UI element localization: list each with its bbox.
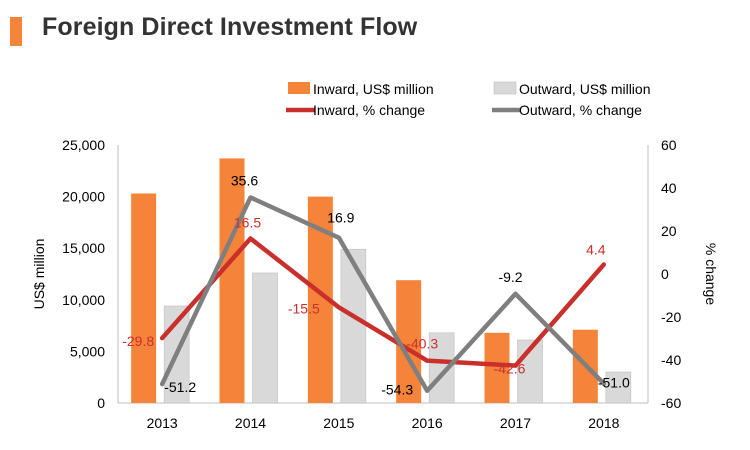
x-tick-label: 2013 [147, 415, 178, 431]
inward-change-label: -29.8 [122, 333, 154, 349]
y-right-tick-label: -20 [661, 309, 681, 325]
y-left-tick-label: 5,000 [70, 343, 105, 359]
y-left-axis-title: US$ million [31, 239, 47, 310]
outward-change-label: -9.2 [498, 269, 522, 285]
inward-change-label: -40.3 [406, 336, 438, 352]
legend-label: Outward, % change [519, 102, 642, 118]
legend-label: Inward, US$ million [313, 81, 434, 97]
legend-swatch [494, 82, 516, 94]
inward-change-label: -15.5 [288, 300, 320, 316]
outward-change-label: -51.2 [164, 379, 196, 395]
inward-bar [131, 194, 156, 403]
y-right-tick-label: 0 [661, 266, 669, 282]
y-right-tick-label: -40 [661, 352, 681, 368]
outward-bar [253, 273, 278, 403]
inward-change-label: 16.5 [234, 215, 261, 231]
legend-label: Inward, % change [313, 102, 425, 118]
x-tick-label: 2018 [588, 415, 619, 431]
inward-change-label: -42.6 [494, 361, 526, 377]
y-right-tick-label: 60 [661, 137, 677, 153]
y-left-tick-label: 20,000 [62, 189, 105, 205]
y-left-tick-label: 0 [97, 395, 105, 411]
inward-bar [220, 158, 245, 403]
y-left-tick-label: 25,000 [62, 137, 105, 153]
outward-change-label: -54.3 [381, 382, 413, 398]
y-right-tick-label: 40 [661, 180, 677, 196]
y-right-tick-label: -60 [661, 395, 681, 411]
outward-change-label: 35.6 [231, 172, 258, 188]
outward-change-label: -51.0 [598, 375, 630, 391]
legend-swatch [288, 82, 310, 94]
x-tick-label: 2015 [323, 415, 354, 431]
inward-change-label: 4.4 [586, 242, 606, 258]
outward-change-label: 16.9 [327, 210, 354, 226]
x-tick-label: 2014 [235, 415, 266, 431]
y-left-tick-label: 15,000 [62, 240, 105, 256]
x-tick-label: 2016 [412, 415, 443, 431]
y-right-tick-label: 20 [661, 223, 677, 239]
y-right-axis-title: % change [703, 243, 719, 305]
outward-bar [341, 249, 366, 403]
legend-label: Outward, US$ million [519, 81, 651, 97]
fdi-chart: 0 5,000 10,000 15,000 20,000 25,000 -60 -40 -20 0… [0, 0, 750, 450]
y-left-tick-label: 10,000 [62, 292, 105, 308]
x-tick-label: 2017 [500, 415, 531, 431]
